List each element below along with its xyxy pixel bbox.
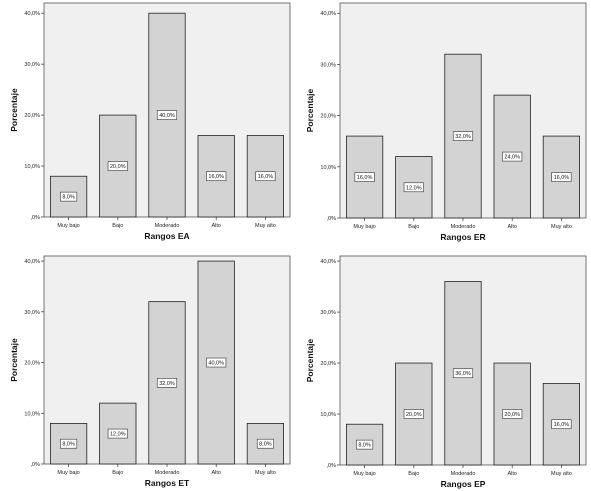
y-tick-label: 30,0% [24,310,40,316]
data-label: 20,0% [110,164,126,170]
data-label: 12,0% [110,432,126,438]
data-label: 8,0% [259,442,272,448]
data-label-box [403,182,424,193]
data-label-box [255,171,276,182]
data-label: 16,0% [357,175,373,181]
data-label-box [256,438,274,449]
y-tick-label: ,0% [31,215,41,221]
bar [542,383,581,466]
y-tick-label: 20,0% [320,361,336,367]
category-label: Moderado [451,224,476,230]
data-label-box [156,110,178,120]
category-label: Bajo [408,224,419,230]
data-label: 32,0% [455,134,471,140]
data-label-box [206,171,227,182]
category-label: Bajo [112,223,123,229]
category-label: Muy alto [551,224,572,230]
y-tick-label: 20,0% [320,114,336,120]
category-label: Alto [507,224,516,230]
y-tick-label: 40,0% [320,259,336,265]
y-tick-label: 40,0% [24,11,40,17]
y-tick-label: 10,0% [320,165,336,171]
category-label: Alto [211,470,220,476]
data-label: 40,0% [208,361,224,367]
y-tick-label: ,0% [327,216,337,222]
chart-panel-ep: ,0% 10,0% 20,0% 30,0% 40,0% 8,0% Muy bajo 20,0%… [296,246,591,491]
y-tick-label: 20,0% [24,361,40,367]
data-label: 36,0% [455,371,471,377]
data-label-box [452,131,474,141]
y-tick-label: ,0% [327,463,337,469]
category-label: Alto [507,471,516,477]
data-label-box [60,191,78,202]
category-label: Muy alto [255,470,276,476]
x-axis-title: Rangos EA [144,231,189,241]
data-label: 16,0% [554,175,570,181]
chart-er-svg: ,0% 10,0% 20,0% 30,0% 40,0% 16,0% Muy bajo 12,0… [305,2,587,242]
data-label-box [502,409,523,419]
data-label: 20,0% [504,412,520,418]
data-label: 20,0% [406,412,422,418]
data-label-box [60,438,78,449]
data-label-box [403,409,424,419]
data-label: 32,0% [159,381,175,387]
data-label: 16,0% [208,174,224,180]
data-label-box [502,151,523,162]
category-label: Muy bajo [57,223,79,229]
data-label-box [107,428,128,439]
data-label: 8,0% [62,195,75,201]
y-tick-label: 40,0% [320,11,336,17]
y-tick-label: 30,0% [320,310,336,316]
y-axis-title: Porcentaje [305,88,315,132]
data-label-box [452,368,474,379]
data-label: 24,0% [504,155,520,161]
category-label: Muy bajo [353,224,375,230]
data-label-box [356,439,374,450]
chart-ea-svg: ,0% 10,0% 20,0% 30,0% 40,0% 8,0% Muy bajo 20,0%… [9,2,291,241]
data-label: 16,0% [554,422,570,428]
y-axis-title: Porcentaje [9,88,19,132]
category-label: Muy bajo [353,471,375,477]
y-axis-title: Porcentaje [305,338,315,382]
data-label-box [156,378,178,388]
y-tick-label: 10,0% [320,412,336,418]
y-tick-label: 30,0% [24,62,40,68]
data-label: 40,0% [159,113,175,119]
chart-panel-ea: ,0% 10,0% 20,0% 30,0% 40,0% 8,0% Muy bajo 20,0%… [0,0,295,245]
x-axis-title: Rangos ER [440,232,485,242]
y-tick-label: 10,0% [24,164,40,170]
y-tick-label: ,0% [31,462,41,468]
category-label: Muy alto [551,471,572,477]
y-tick-label: 20,0% [24,113,40,119]
data-label: 16,0% [258,174,274,180]
y-axis-title: Porcentaje [9,338,19,382]
bar [197,135,235,218]
data-label-box [206,357,227,368]
chart-ep-svg: ,0% 10,0% 20,0% 30,0% 40,0% 8,0% Muy bajo 20,0%… [305,255,587,489]
category-label: Alto [211,223,220,229]
category-label: Moderado [155,470,180,476]
y-tick-label: 40,0% [24,259,40,265]
data-label-box [107,161,128,171]
data-label: 8,0% [62,442,75,448]
category-label: Moderado [451,471,476,477]
y-tick-label: 30,0% [320,62,336,68]
category-label: Muy bajo [57,470,79,476]
data-label-box [551,419,572,430]
category-label: Bajo [112,470,123,476]
chart-et-svg: ,0% 10,0% 20,0% 30,0% 40,0% 8,0% Muy bajo 12,0%… [9,255,291,488]
data-label: 8,0% [358,443,371,449]
y-tick-label: 10,0% [24,411,40,417]
data-label: 12,0% [406,185,422,191]
chart-panel-et: ,0% 10,0% 20,0% 30,0% 40,0% 8,0% Muy bajo 12,0%… [0,246,295,491]
category-label: Muy alto [255,223,276,229]
category-label: Bajo [408,471,419,477]
x-axis-title: Rangos ET [145,478,190,488]
chart-panel-er: ,0% 10,0% 20,0% 30,0% 40,0% 16,0% Muy bajo 12,0… [296,0,591,245]
data-label-box [551,172,572,182]
x-axis-title: Rangos EP [441,479,486,489]
data-label-box [354,172,375,182]
category-label: Moderado [155,223,180,229]
